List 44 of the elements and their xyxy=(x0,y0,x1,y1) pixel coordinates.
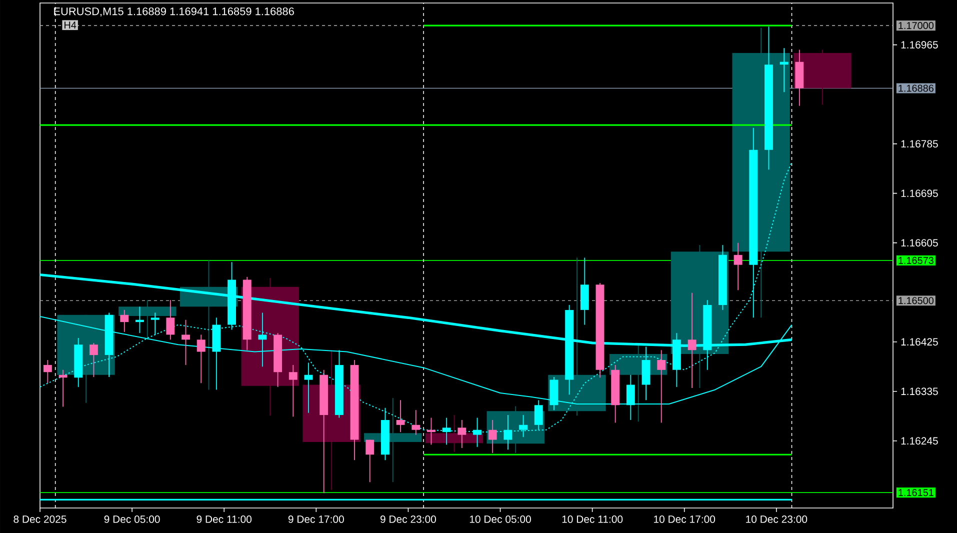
candlestick xyxy=(427,417,436,446)
candlestick xyxy=(412,410,420,436)
candlestick xyxy=(458,420,466,448)
candlestick xyxy=(166,300,175,340)
candlestick xyxy=(366,439,374,483)
y-tick-label: 1.16605 xyxy=(901,239,938,247)
candlestick xyxy=(304,362,313,414)
candlestick xyxy=(89,342,98,378)
annotation: H4 xyxy=(64,22,76,29)
ref-line-label: 1.17000 xyxy=(898,22,934,30)
ref-line-label: 1.16151 xyxy=(898,489,934,496)
candlestick xyxy=(150,312,160,336)
candlestick xyxy=(504,414,512,450)
candlestick xyxy=(488,420,497,454)
y-tick-label: 1.16965 xyxy=(901,41,938,49)
y-tick-label: 1.16695 xyxy=(901,190,938,198)
y-tick-label: 1.16335 xyxy=(901,388,938,396)
y-tick-label: 1.16785 xyxy=(901,140,938,148)
x-tick-label: 10 Dec 05:00 xyxy=(470,516,531,523)
candlestick xyxy=(288,364,298,418)
candlestick xyxy=(734,242,742,291)
x-tick-label: 8 Dec 2025 xyxy=(14,516,66,523)
x-tick-label: 9 Dec 23:00 xyxy=(380,516,436,523)
candlestick xyxy=(182,319,190,366)
ref-line-label: 1.16500 xyxy=(898,297,934,304)
candlestick xyxy=(120,309,129,332)
candlestick xyxy=(136,306,144,334)
candlestick xyxy=(657,350,666,424)
ref-line-label: 1.16573 xyxy=(898,256,934,264)
ref-line-label: 1.16886 xyxy=(898,84,934,92)
chart-title: EURUSD,M15 1.16889 1.16941 1.16859 1.16886 xyxy=(54,7,294,17)
candlestick xyxy=(688,292,696,389)
x-tick-label: 9 Dec 17:00 xyxy=(288,516,344,523)
x-tick-label: 9 Dec 11:00 xyxy=(196,516,252,523)
y-tick-label: 1.16425 xyxy=(901,338,938,346)
x-tick-label: 10 Dec 23:00 xyxy=(746,516,808,523)
x-tick-label: 9 Dec 05:00 xyxy=(104,516,160,523)
y-tick-label: 1.16245 xyxy=(901,437,938,445)
candlestick xyxy=(396,400,405,433)
candlestick xyxy=(780,48,788,93)
x-tick-label: 10 Dec 17:00 xyxy=(654,516,716,523)
candlestick xyxy=(43,360,52,384)
x-tick-label: 10 Dec 11:00 xyxy=(562,516,623,523)
candlestick xyxy=(196,334,206,384)
